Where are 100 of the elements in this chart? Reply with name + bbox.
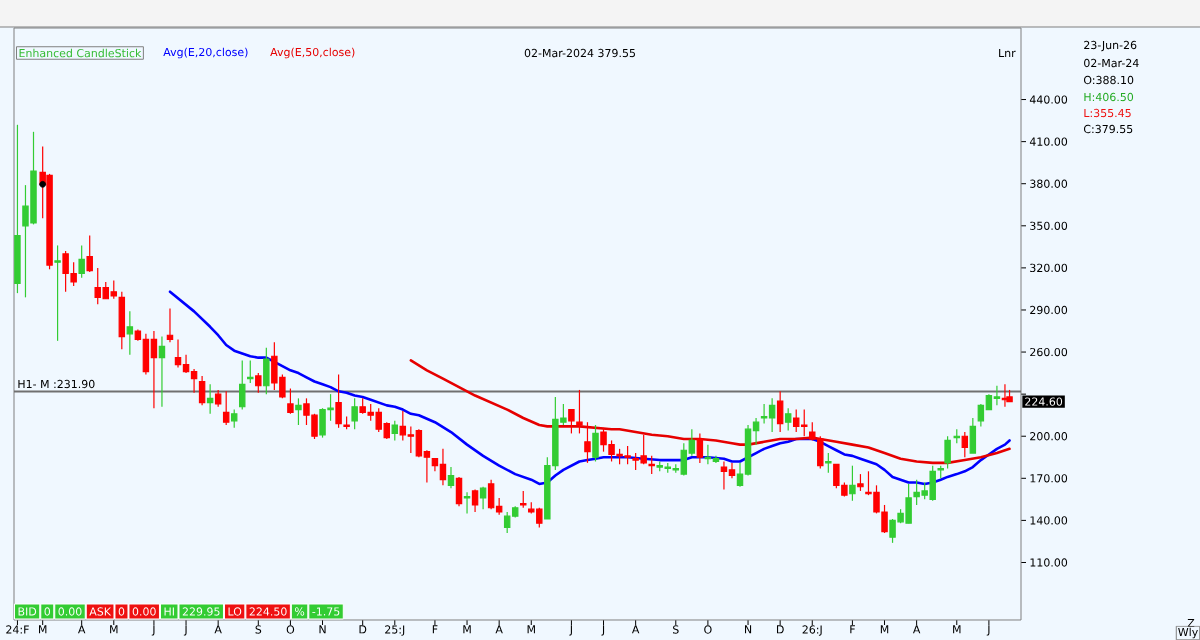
text: Avg(E,20,close) <box>163 47 248 59</box>
annotation: -1.75 <box>312 607 340 616</box>
annotation: 224.50 <box>249 607 287 616</box>
text: Z <box>1187 618 1195 628</box>
candlestick <box>736 462 744 488</box>
candlestick <box>584 421 591 464</box>
x-tick-label: 26:J <box>802 625 822 636</box>
candlestick <box>174 338 182 369</box>
candlestick <box>239 359 246 411</box>
annotation: 0 <box>118 607 125 616</box>
ref-line-label: H1- M :231.90 <box>18 379 95 389</box>
annotation: 229.95 <box>182 607 220 616</box>
text: Avg(E,50,close) <box>270 47 355 59</box>
text: C:379.55 <box>1083 124 1133 134</box>
annotation: 0.00 <box>132 607 156 616</box>
x-tick-label: J <box>601 625 605 636</box>
x-tick-label: J <box>986 625 990 636</box>
x-tick-label: A <box>495 625 503 634</box>
candlestick <box>776 390 784 433</box>
annotation: 0.00 <box>58 607 82 616</box>
candlestick <box>391 420 399 442</box>
candlestick <box>407 425 415 454</box>
candlestick <box>503 511 511 534</box>
x-tick-label: M <box>953 625 961 634</box>
x-tick-label: A <box>912 625 921 634</box>
candlestick <box>977 403 985 428</box>
y-tick-label: 260.00 <box>1030 347 1068 357</box>
y-tick-label: 380.00 <box>1030 179 1068 188</box>
annotation: 0 <box>44 607 51 616</box>
candlestick <box>351 397 358 430</box>
candlestick <box>423 449 431 484</box>
x-tick-label: S <box>673 625 679 634</box>
candlestick <box>198 375 206 406</box>
candlestick <box>576 389 583 435</box>
x-tick-label: 25:J <box>385 625 405 636</box>
candlestick <box>487 479 495 510</box>
text: 23-Jun-26 <box>1084 40 1137 52</box>
x-tick-label: A <box>631 625 640 634</box>
y-tick-label: 170.00 <box>1030 474 1068 483</box>
candlestick <box>568 408 575 435</box>
candlestick <box>255 372 262 394</box>
x-tick-label: M <box>463 625 471 634</box>
annotation: LO <box>228 607 242 616</box>
annotation: BID <box>18 607 37 616</box>
text: H:406.50 <box>1084 92 1134 102</box>
candlestick <box>463 491 471 514</box>
annotation: Lnr <box>999 48 1016 58</box>
x-tick-label: D <box>776 625 784 634</box>
candlestick <box>825 452 832 474</box>
candlestick <box>287 387 294 415</box>
y-tick-label: 200.00 <box>1030 432 1068 441</box>
x-tick-label: N <box>745 625 752 634</box>
x-tick-label: O <box>286 625 295 634</box>
y-tick-label: 110.00 <box>1030 558 1068 567</box>
candlestick <box>849 465 856 502</box>
x-tick-label: M <box>880 625 889 634</box>
candlestick <box>78 244 85 279</box>
x-tick-label: J <box>569 625 572 636</box>
x-tick-label: F <box>432 625 438 634</box>
x-tick-label: J <box>151 625 155 636</box>
x-tick-label: M <box>110 625 118 634</box>
candlestick <box>720 460 728 491</box>
annotation: ASK <box>89 607 112 616</box>
candlestick <box>648 455 655 475</box>
candlestick <box>792 408 800 433</box>
x-tick-label: O <box>704 625 712 634</box>
x-tick-label: S <box>255 625 262 634</box>
candlestick <box>247 359 254 384</box>
candlestick <box>993 385 1001 406</box>
candlestick <box>190 368 198 394</box>
annotation: 02-Mar-2024 379.55 <box>524 48 635 58</box>
text: L:355.45 <box>1084 108 1131 118</box>
x-tick-label: M <box>527 625 535 634</box>
x-tick-label: J <box>183 625 187 636</box>
text: 02-Mar-24 <box>1084 58 1139 68</box>
candlestick <box>439 448 447 486</box>
candlestick <box>801 408 808 437</box>
x-tick-label: 24:F <box>6 625 29 634</box>
candlestick <box>760 403 768 425</box>
candlestick <box>447 466 455 489</box>
candlestick <box>158 336 166 408</box>
y-tick-label: 440.00 <box>1029 95 1068 104</box>
candlestick <box>86 235 93 273</box>
text: O:388.10 <box>1083 75 1134 85</box>
text: Enhanced CandleStick <box>19 48 142 58</box>
candlestick <box>335 373 342 429</box>
candlestick <box>592 424 599 463</box>
x-tick-label: A <box>214 625 222 634</box>
candlestick <box>961 431 969 458</box>
candlestick <box>230 408 238 429</box>
candlestick <box>944 435 951 470</box>
y-tick-label: 410.00 <box>1029 137 1068 146</box>
candlestick <box>295 397 302 426</box>
candlestick <box>680 442 688 477</box>
y-tick-label: 140.00 <box>1030 516 1068 525</box>
candlestick <box>150 330 158 409</box>
candlestick <box>126 310 134 356</box>
x-tick-label: F <box>850 625 855 634</box>
candlestick <box>696 432 704 464</box>
candlestick <box>222 390 230 426</box>
